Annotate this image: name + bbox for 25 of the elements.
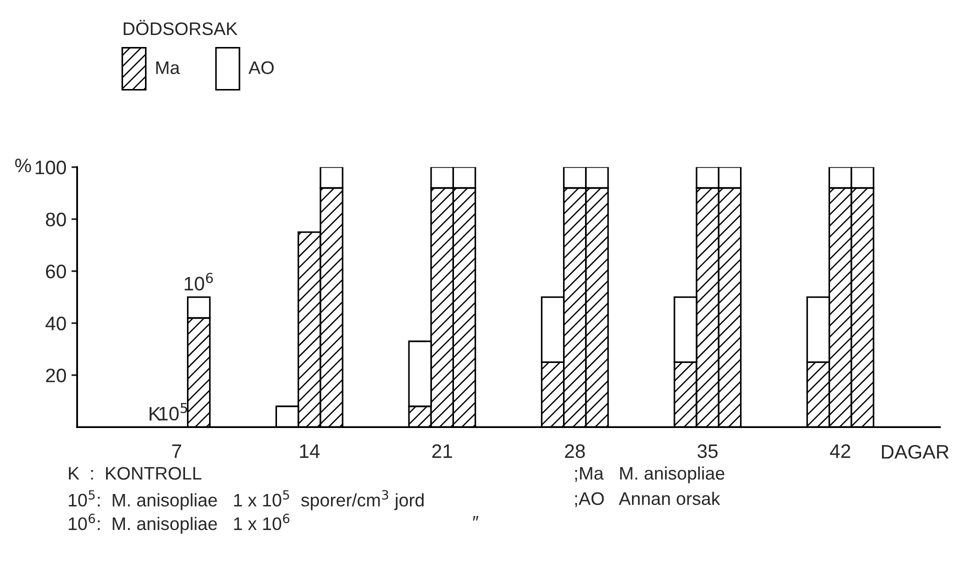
legend-title: DÖDSORSAK [124, 20, 238, 36]
legend-label: AO [248, 61, 274, 74]
annotation: 10$^{6}$ [184, 272, 213, 291]
y-tick-label: 100 [36, 160, 66, 174]
annotation: 10$^{5}$ [159, 402, 188, 421]
x-tick-label: 14 [300, 444, 320, 458]
text: 10$^{6}$: M. anisopliae 1 x 10$^{6}$ [68, 514, 290, 534]
x-axis-title: DAGAR [882, 444, 949, 459]
y-axis-title: % [15, 158, 32, 172]
y-tick-label: 80 [46, 212, 66, 226]
y-tick-label: 40 [46, 316, 66, 330]
x-tick-label: 42 [830, 444, 850, 458]
legend-label: Ma [156, 61, 180, 74]
x-tick-label: 28 [565, 444, 585, 458]
x-tick-label: 21 [432, 444, 452, 458]
text: K : KONTROLL [68, 466, 202, 480]
text: 10$^{5}$: M. anisopliae 1 x 10$^{5}$ sporer/cm$^{3}$ jord [68, 490, 424, 510]
text: ;Ma M. anisopliae [575, 466, 724, 484]
annotation: K [150, 407, 161, 420]
y-tick-label: 60 [46, 264, 66, 278]
x-tick-label: 35 [698, 444, 718, 458]
y-tick-label: 20 [46, 368, 66, 382]
text: ;AO Annan orsak [575, 492, 720, 508]
text: ″ [473, 516, 478, 521]
x-tick-label: 7 [172, 444, 182, 458]
